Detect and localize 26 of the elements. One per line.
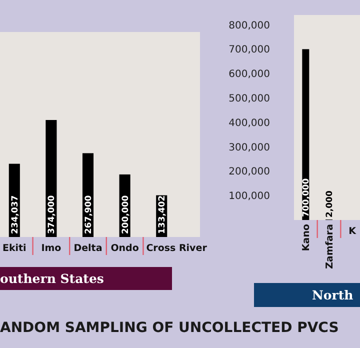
- data-label: 200,000: [120, 195, 131, 234]
- y-tick-label: 200,000: [228, 166, 270, 178]
- y-tick-label: 600,000: [228, 69, 270, 80]
- y-tick-label: 400,000: [228, 118, 270, 129]
- x-tick-label: Imo: [41, 243, 62, 254]
- text: ANDOM SAMPLING OF UNCOLLECTED PVCS: [0, 320, 339, 336]
- data-label: 700,000: [302, 178, 312, 217]
- data-label: 2,000: [325, 190, 335, 218]
- x-tick-label: Ondo: [110, 243, 140, 254]
- data-label: 267,900: [84, 195, 94, 234]
- x-tick-label: Ekiti: [2, 243, 26, 254]
- x-tick-label: K: [348, 226, 357, 237]
- data-label: 374,000: [47, 195, 58, 234]
- y-tick-label: 500,000: [228, 93, 270, 104]
- x-tick-label: Zamfara: [324, 224, 336, 269]
- data-label: 133,402: [158, 195, 168, 234]
- text: North: [312, 288, 354, 302]
- x-tick-label: Kano: [301, 224, 312, 252]
- y-tick-label: 300,000: [228, 142, 270, 154]
- text: outhern States: [0, 271, 104, 286]
- x-tick-label: Delta: [74, 243, 102, 254]
- y-tick-label: 700,000: [228, 44, 270, 56]
- y-tick-label: 100,000: [228, 191, 270, 202]
- x-tick-label: Cross River: [146, 243, 208, 254]
- data-label: 234,037: [10, 195, 20, 234]
- y-tick-label: 800,000: [228, 20, 270, 32]
